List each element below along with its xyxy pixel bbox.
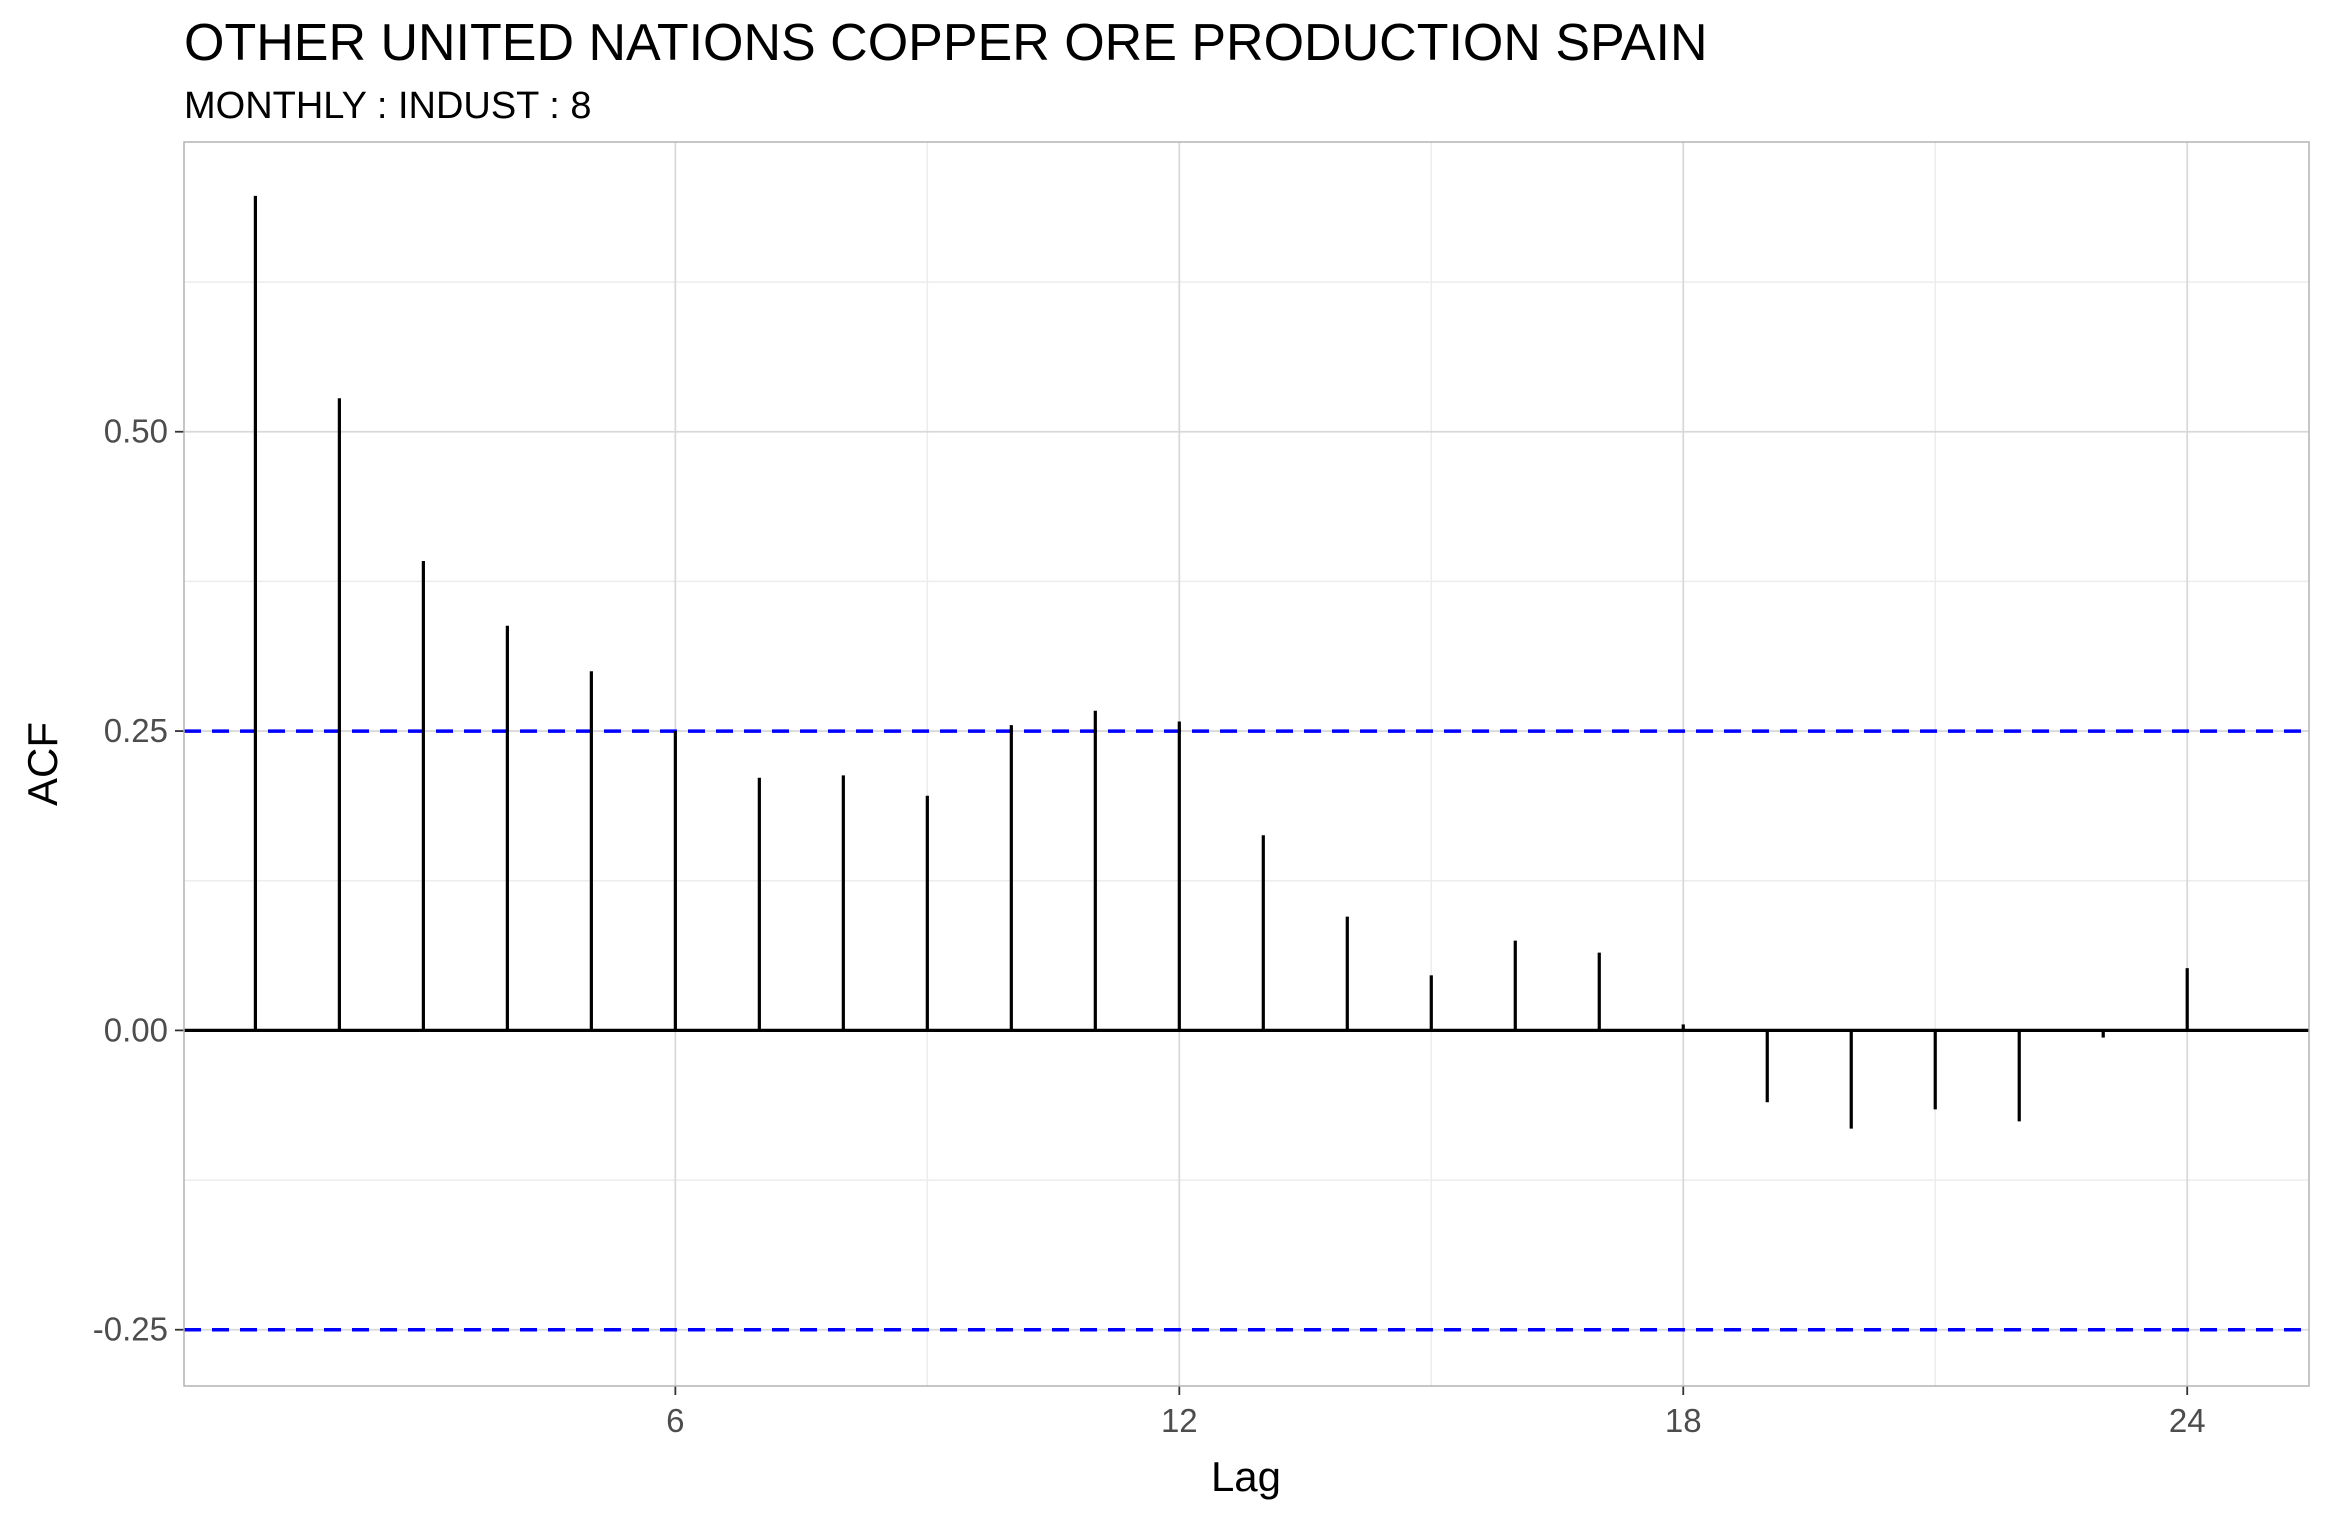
y-tick-label: 0.00 (104, 1011, 168, 1048)
acf-bars (184, 195, 2309, 1129)
x-tick-label: 18 (1665, 1402, 1702, 1439)
confidence-bounds (184, 729, 2309, 1332)
grid-lines (184, 142, 2309, 1386)
y-tick-label: 0.50 (104, 413, 168, 450)
y-axis-title: ACF (19, 722, 66, 806)
chart-title: OTHER UNITED NATIONS COPPER ORE PRODUCTI… (184, 14, 1708, 72)
chart-subtitle: MONTHLY : INDUST : 8 (184, 85, 592, 127)
x-axis-title: Lag (1211, 1453, 1281, 1500)
x-tick-label: 12 (1161, 1402, 1198, 1439)
x-tick-label: 6 (666, 1402, 684, 1439)
panel-border (183, 141, 2310, 1387)
x-tick-label: 24 (2169, 1402, 2206, 1439)
y-tick-label: 0.25 (104, 712, 168, 749)
axes: -0.25 0.00 0.25 0.50 6 12 18 24 (93, 413, 2206, 1439)
y-tick-label: -0.25 (93, 1311, 168, 1348)
